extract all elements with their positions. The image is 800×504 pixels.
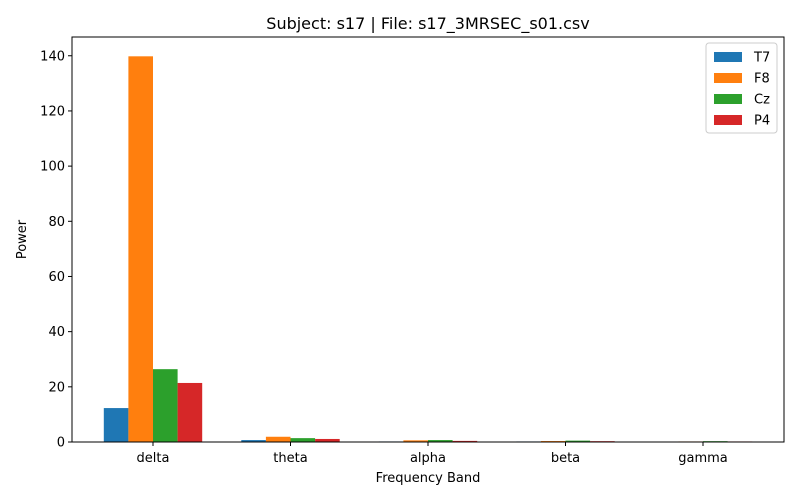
bar-f8-theta [266, 437, 291, 442]
y-tick-label: 60 [48, 270, 65, 285]
chart-title: Subject: s17 | File: s17_3MRSEC_s01.csv [266, 14, 589, 34]
x-tick-label-gamma: gamma [678, 451, 728, 466]
plot-frame [72, 37, 784, 442]
y-tick-label: 40 [48, 325, 65, 340]
y-axis-ticks: 0 20 40 60 80 100 120 140 [40, 49, 72, 450]
y-tick-label: 20 [48, 380, 65, 395]
legend-swatch-t7 [714, 52, 742, 62]
bar-p4-delta [178, 383, 203, 442]
bar-cz-theta [291, 438, 316, 442]
legend-swatch-cz [714, 94, 742, 104]
x-axis-ticks: delta theta alpha beta gamma [137, 442, 728, 466]
bar-f8-delta [128, 56, 153, 442]
x-axis-label: Frequency Band [376, 471, 481, 486]
y-tick-label: 0 [57, 436, 65, 451]
x-tick-label-beta: beta [551, 451, 580, 466]
y-tick-label: 120 [40, 104, 65, 119]
y-tick-label: 80 [48, 215, 65, 230]
bar-cz-delta [153, 369, 178, 442]
x-tick-label-alpha: alpha [410, 451, 446, 466]
legend-label-t7: T7 [753, 51, 770, 66]
y-tick-label: 100 [40, 160, 65, 175]
y-axis-label: Power [15, 219, 30, 259]
y-tick-label: 140 [40, 49, 65, 64]
legend-swatch-p4 [714, 115, 742, 125]
legend-label-cz: Cz [754, 93, 770, 108]
bars-group [104, 56, 752, 442]
legend-swatch-f8 [714, 73, 742, 83]
legend: T7 F8 Cz P4 [706, 43, 777, 133]
bar-t7-delta [104, 408, 129, 442]
x-tick-label-theta: theta [273, 451, 307, 466]
legend-label-p4: P4 [754, 114, 770, 129]
legend-label-f8: F8 [754, 72, 770, 87]
x-tick-label-delta: delta [137, 451, 170, 466]
